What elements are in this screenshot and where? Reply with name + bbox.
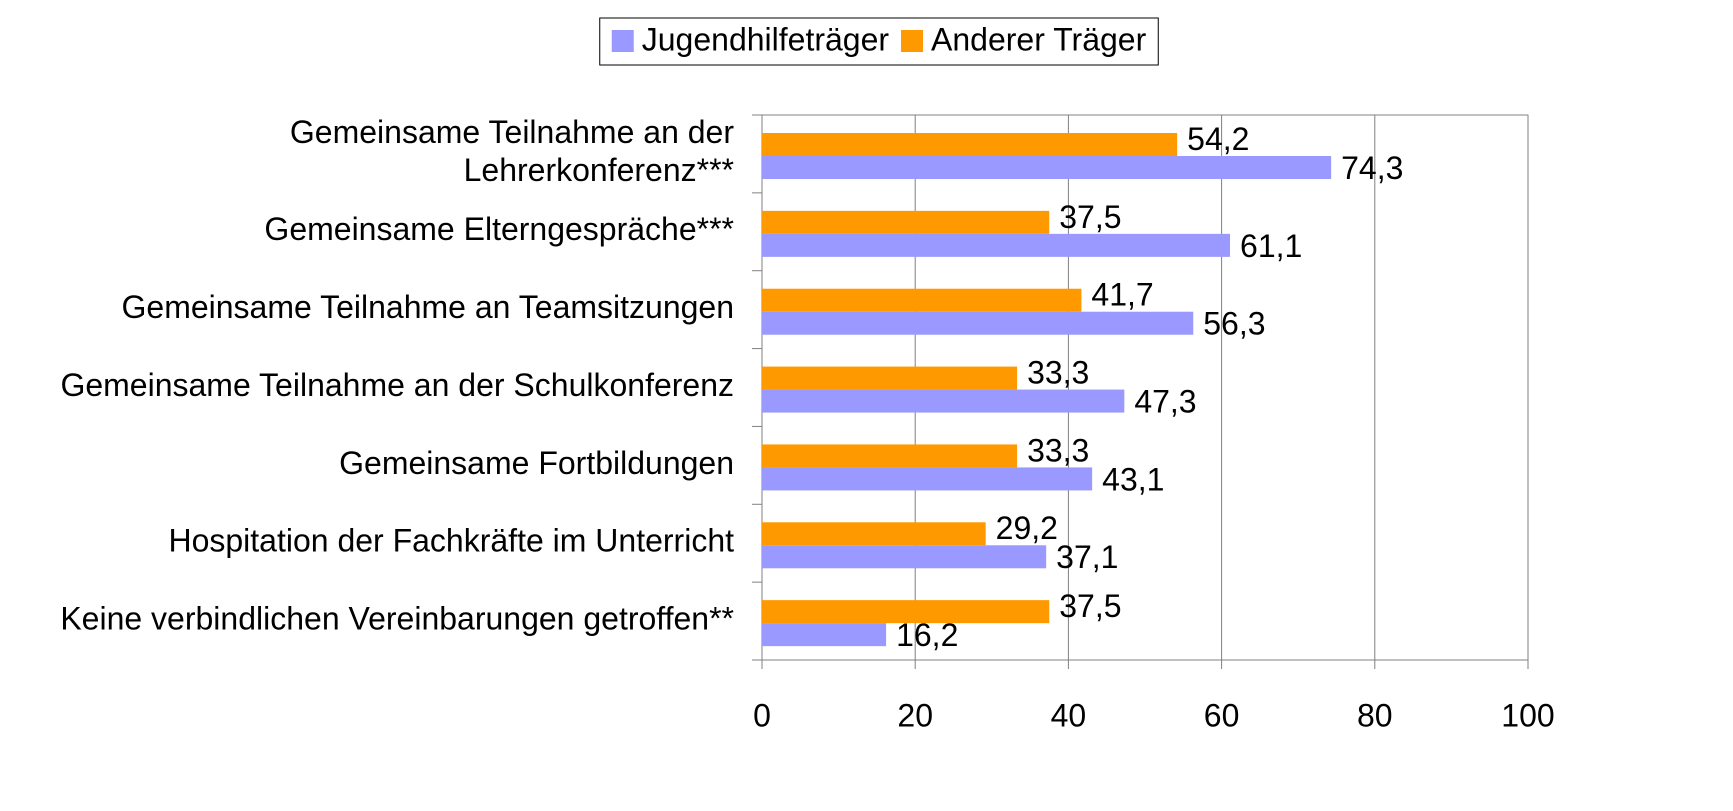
x-tick-label: 40 xyxy=(1051,697,1087,733)
x-tick-label: 60 xyxy=(1204,697,1240,733)
y-tick-label: Gemeinsame Teilnahme an der Lehrerkonfere… xyxy=(290,114,734,188)
data-label: 56,3 xyxy=(1203,306,1265,342)
y-tick-label: Gemeinsame Teilnahme an Teamsitzungen xyxy=(122,289,735,325)
legend-label: Jugendhilfeträger xyxy=(642,21,890,57)
data-label: 74,3 xyxy=(1341,150,1403,186)
legend-label: Anderer Träger xyxy=(931,21,1147,57)
bar xyxy=(762,389,1125,413)
bar xyxy=(762,156,1332,179)
data-label: 43,1 xyxy=(1102,461,1164,497)
x-tick-label: 80 xyxy=(1357,697,1393,733)
data-label: 37,5 xyxy=(1059,588,1121,624)
legend-swatch xyxy=(901,30,924,52)
bar xyxy=(762,366,1018,390)
y-tick-label: Gemeinsame Fortbildungen xyxy=(339,445,734,481)
legend-box xyxy=(599,17,1159,66)
data-label: 29,2 xyxy=(996,510,1058,546)
data-label: 16,2 xyxy=(896,617,958,653)
bar xyxy=(762,522,986,546)
y-tick-label: Keine verbindlichen Vereinbarungen getro… xyxy=(60,601,734,637)
bar xyxy=(762,133,1178,156)
data-label: 54,2 xyxy=(1187,121,1249,157)
bar xyxy=(762,288,1082,312)
bar xyxy=(762,233,1231,257)
data-label: 33,3 xyxy=(1027,355,1089,391)
bar xyxy=(762,600,1050,624)
legend-swatch xyxy=(611,30,634,52)
y-tick-label: Gemeinsame Teilnahme an der Schulkonfere… xyxy=(60,367,734,403)
data-label: 37,1 xyxy=(1056,539,1118,575)
data-label: 33,3 xyxy=(1027,432,1089,468)
data-label: 37,5 xyxy=(1059,199,1121,235)
x-tick-label: 0 xyxy=(753,697,771,733)
bar xyxy=(762,623,887,647)
y-tick-label: Gemeinsame Elterngespräche*** xyxy=(264,211,734,247)
bar xyxy=(762,545,1047,569)
data-label: 47,3 xyxy=(1134,384,1196,420)
data-label: 41,7 xyxy=(1091,277,1153,313)
y-tick-label: Hospitation der Fachkräfte im Unterricht xyxy=(168,523,734,559)
data-label: 61,1 xyxy=(1240,228,1302,264)
bar xyxy=(762,444,1018,468)
bar xyxy=(762,311,1194,335)
x-tick-label: 20 xyxy=(897,697,933,733)
x-tick-label: 100 xyxy=(1501,697,1554,733)
legend: Jugendhilfeträger Anderer Träger xyxy=(599,17,1159,66)
bar xyxy=(762,210,1050,234)
bar xyxy=(762,467,1093,491)
